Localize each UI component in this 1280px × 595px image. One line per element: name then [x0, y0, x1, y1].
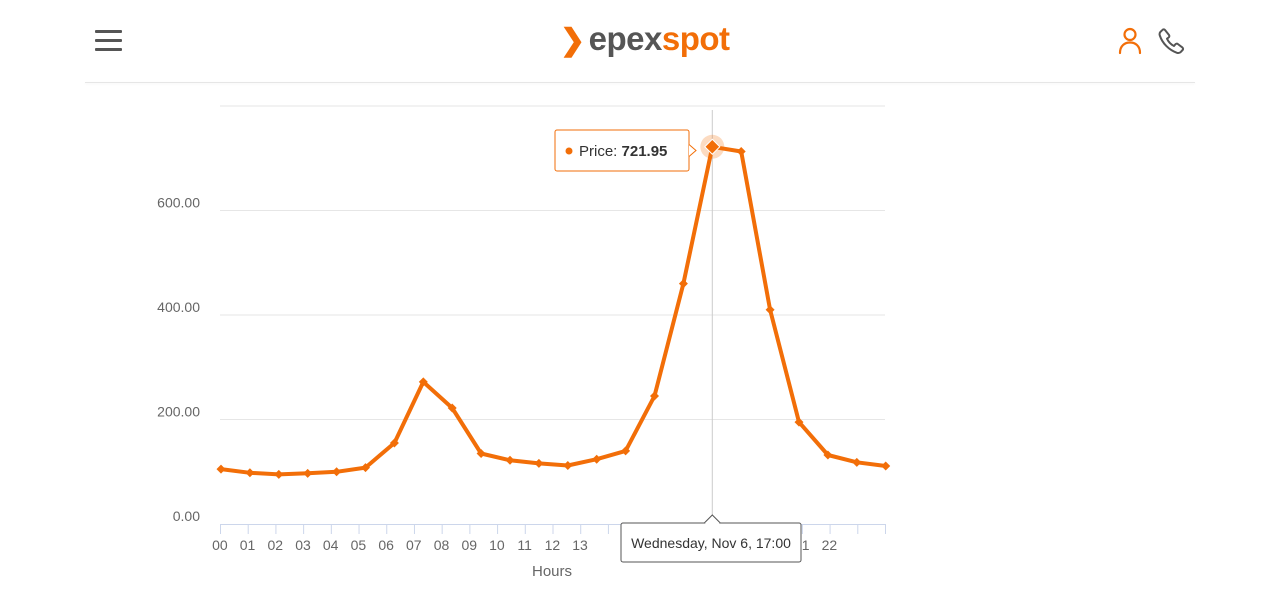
chart-grid [220, 105, 885, 420]
data-point-marker[interactable] [794, 417, 804, 427]
data-point-marker[interactable] [650, 391, 659, 401]
x-tick-label: 06 [378, 537, 394, 553]
data-point-marker[interactable] [447, 403, 457, 413]
x-tick-label: 02 [267, 537, 283, 553]
time-tooltip-pointer [703, 514, 721, 524]
x-axis-title: Hours [532, 563, 572, 580]
x-tick-label: 07 [406, 537, 422, 553]
x-tick-label: 22 [822, 537, 838, 553]
data-point-marker[interactable] [505, 455, 515, 465]
data-point-marker[interactable] [881, 461, 891, 471]
tooltip-series-dot [565, 147, 573, 155]
x-tick-label: 13 [572, 537, 588, 553]
x-tick-label: 12 [545, 537, 561, 553]
data-point-marker[interactable] [852, 457, 862, 467]
data-point-marker[interactable] [736, 146, 746, 156]
tooltip-pointer [688, 144, 697, 157]
x-tick-label: 03 [295, 537, 311, 553]
data-point-marker[interactable] [361, 463, 370, 473]
phone-icon[interactable] [1157, 27, 1185, 55]
user-icon[interactable] [1117, 27, 1143, 55]
data-point-marker[interactable] [245, 468, 255, 478]
y-tick-label: 0.00 [173, 508, 200, 524]
price-chart: 0.00 200.00 400.00 600.00 00 01 02 03 04 05 06 07 0… [0, 83, 1280, 590]
price-line-chart: 0.00 200.00 400.00 600.00 00 01 02 03 04 05 06 07 0… [157, 105, 891, 580]
y-tick-label: 200.00 [157, 404, 200, 420]
data-point-marker[interactable] [389, 438, 399, 448]
x-tick-label: 05 [351, 537, 367, 553]
data-point-marker[interactable] [765, 305, 775, 315]
data-point-marker[interactable] [592, 454, 602, 464]
hamburger-menu-icon[interactable] [95, 28, 123, 54]
time-tooltip: Wednesday, Nov 6, 17:00 [620, 514, 802, 563]
data-point-marker[interactable] [534, 458, 544, 468]
data-point-marker[interactable] [418, 377, 428, 387]
chevron-right-icon: ❯ [560, 24, 585, 57]
x-tick-label: 09 [461, 537, 477, 553]
data-markers[interactable] [216, 134, 891, 479]
x-tick-label: 04 [323, 537, 339, 553]
tooltip-series-label: Price: 721.95 [579, 143, 667, 160]
x-tick-label: 01 [240, 537, 256, 553]
data-point-marker[interactable] [216, 464, 226, 474]
logo-text-epex: epex [588, 20, 663, 57]
x-tick-label: 10 [489, 537, 505, 553]
data-point-marker[interactable] [621, 446, 631, 456]
epexspot-logo[interactable]: ❯ epex spot [560, 20, 730, 64]
price-tooltip: Price: 721.95 [554, 129, 697, 172]
data-point-marker[interactable] [303, 468, 313, 478]
data-point-marker[interactable] [274, 469, 284, 479]
y-tick-label: 400.00 [157, 299, 200, 315]
data-point-marker[interactable] [678, 279, 688, 289]
top-navigation-bar: ❯ epex spot [0, 0, 1280, 82]
data-point-marker[interactable] [563, 460, 573, 470]
x-tick-label: 11 [517, 537, 532, 553]
x-tick-label: 08 [434, 537, 450, 553]
data-point-marker[interactable] [332, 467, 342, 477]
tooltip-value: 721.95 [622, 143, 668, 160]
x-tick-label: 00 [212, 537, 228, 553]
header-divider [85, 82, 1195, 83]
data-point-marker-active[interactable] [704, 138, 721, 155]
logo-text-spot: spot [661, 20, 730, 57]
data-point-marker[interactable] [476, 448, 486, 458]
series-line-price[interactable] [220, 144, 886, 477]
y-axis-ticks: 0.00 200.00 400.00 600.00 [157, 195, 200, 525]
data-point-marker[interactable] [823, 450, 833, 460]
time-tooltip-text: Wednesday, Nov 6, 17:00 [631, 535, 791, 551]
y-tick-label: 600.00 [157, 195, 200, 211]
